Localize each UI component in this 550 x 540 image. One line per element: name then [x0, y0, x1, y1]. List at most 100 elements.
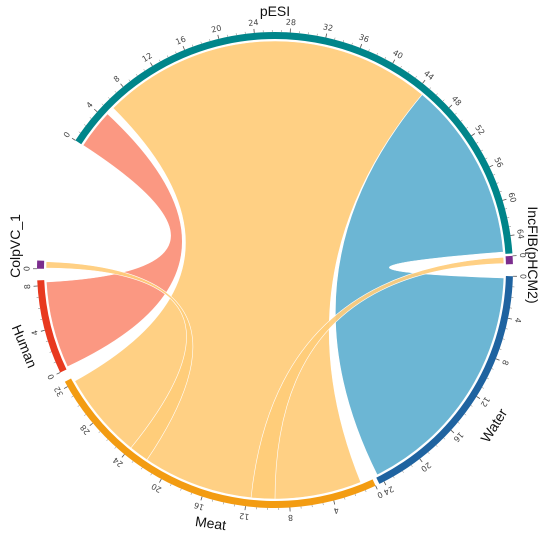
tick-minor-pesi: [436, 93, 438, 96]
tick-mark-pesi: [93, 108, 98, 113]
tick-minor-pesi: [128, 79, 131, 82]
tick-minor-meat: [212, 499, 214, 502]
tick-mark-pesi: [471, 133, 476, 137]
tick-minor-meat: [344, 497, 346, 500]
tick-label-incfib-phcm2-: 0: [518, 252, 527, 258]
tick-mark-pesi: [502, 198, 507, 201]
tick-minor-water: [486, 377, 489, 380]
tick-minor-meat: [190, 492, 192, 495]
tick-label-pesi: 44: [422, 69, 436, 82]
tick-mark-human: [56, 372, 61, 375]
tick-minor-water: [491, 368, 494, 370]
tick-minor-pesi: [78, 131, 81, 134]
sector-arc-human: [37, 280, 67, 373]
tick-minor-pesi: [442, 99, 445, 102]
tick-minor-meat: [131, 460, 134, 463]
tick-mark-meat: [159, 478, 162, 483]
tick-mark-water: [476, 396, 481, 399]
tick-minor-pesi: [343, 40, 345, 43]
tick-label-pesi: 8: [112, 74, 122, 84]
tick-minor-pesi: [466, 127, 469, 129]
tick-minor-water: [470, 405, 473, 407]
tick-label-meat: 0: [376, 490, 384, 500]
tick-mark-pesi: [422, 79, 426, 84]
tick-minor-water: [427, 452, 430, 454]
tick-mark-pesi: [150, 62, 153, 67]
sector-arc-colpvc-1: [37, 260, 45, 269]
tick-label-water: 20: [419, 460, 433, 473]
tick-minor-pesi: [143, 68, 146, 71]
tick-minor-pesi: [114, 91, 117, 93]
tick-mark-pesi: [510, 234, 515, 236]
tick-minor-meat: [77, 405, 80, 407]
sector-label-colpvc: ColpVC_1: [7, 214, 23, 278]
ribbon-pesi-human: [45, 113, 183, 368]
sector-label-water: Water: [477, 405, 510, 445]
tick-label-water: 0: [518, 274, 527, 279]
tick-minor-pesi: [135, 74, 138, 76]
sector-arc-incfib-phcm2-: [505, 255, 513, 265]
tick-minor-meat: [98, 431, 101, 434]
tick-minor-pesi: [400, 65, 402, 68]
tick-mark-water: [507, 317, 513, 320]
tick-minor-human: [49, 351, 52, 353]
tick-minor-pesi: [351, 42, 353, 45]
tick-minor-pesi: [192, 44, 194, 47]
tick-mark-meat: [63, 386, 68, 389]
tick-minor-pesi: [415, 76, 417, 79]
tick-label-pesi: 4: [85, 100, 95, 110]
tick-minor-meat: [114, 446, 117, 449]
tick-mark-water: [450, 429, 455, 434]
sector-label-human: Human: [9, 322, 41, 370]
tick-minor-pesi: [460, 119, 463, 122]
chord-ribbons: [45, 40, 505, 500]
tick-mark-meat: [121, 454, 125, 458]
tick-minor-meat: [365, 490, 367, 493]
tick-minor-pesi: [334, 37, 336, 40]
tick-mark-pesi: [182, 46, 185, 51]
tick-label-meat: 32: [52, 385, 65, 398]
tick-label-meat: 8: [288, 513, 294, 522]
tick-label-water: 4: [513, 317, 523, 324]
tick-label-meat: 24: [111, 455, 125, 468]
tick-minor-water: [499, 348, 502, 350]
tick-minor-pesi: [209, 39, 211, 42]
tick-label-pesi: 16: [174, 35, 187, 47]
tick-minor-meat: [71, 395, 74, 398]
ribbon-colpvc-meat: [45, 261, 194, 461]
tick-mark-water: [383, 481, 387, 486]
tick-minor-pesi: [175, 51, 177, 54]
tick-minor-water: [411, 464, 413, 467]
tick-minor-meat: [170, 484, 172, 487]
tick-minor-pesi: [159, 59, 161, 62]
tick-minor-meat: [140, 467, 143, 470]
ribbon-pesi-meat: [74, 40, 423, 500]
tick-minor-pesi: [200, 41, 202, 44]
tick-minor-pesi: [505, 208, 508, 210]
tick-mark-pesi: [392, 59, 396, 64]
tick-minor-water: [464, 413, 467, 416]
tick-label-human: 4: [30, 329, 40, 336]
tick-minor-pesi: [108, 97, 110, 99]
tick-minor-pesi: [485, 157, 488, 160]
tick-label-human: 8: [23, 284, 32, 290]
tick-label-meat: 20: [150, 481, 163, 494]
sector-arc-meat: [64, 378, 376, 509]
tick-minor-pesi: [480, 149, 483, 152]
tick-label-pesi: 36: [358, 32, 371, 44]
tick-label-meat: 28: [78, 423, 91, 437]
tick-mark-pesi: [489, 164, 494, 168]
tick-minor-water: [435, 445, 438, 447]
tick-minor-meat: [84, 414, 87, 416]
tick-minor-water: [481, 387, 484, 389]
tick-mark-pesi: [71, 137, 76, 141]
tick-label-pesi: 24: [248, 18, 259, 28]
tick-minor-meat: [150, 473, 152, 476]
tick-minor-pesi: [496, 182, 499, 184]
tick-minor-pesi: [499, 190, 502, 193]
tick-label-pesi: 40: [391, 48, 404, 61]
tick-label-colpvc-1: 0: [22, 266, 31, 271]
tick-minor-pesi: [376, 52, 378, 55]
tick-mark-water: [419, 458, 423, 463]
tick-mark-pesi: [448, 104, 453, 108]
